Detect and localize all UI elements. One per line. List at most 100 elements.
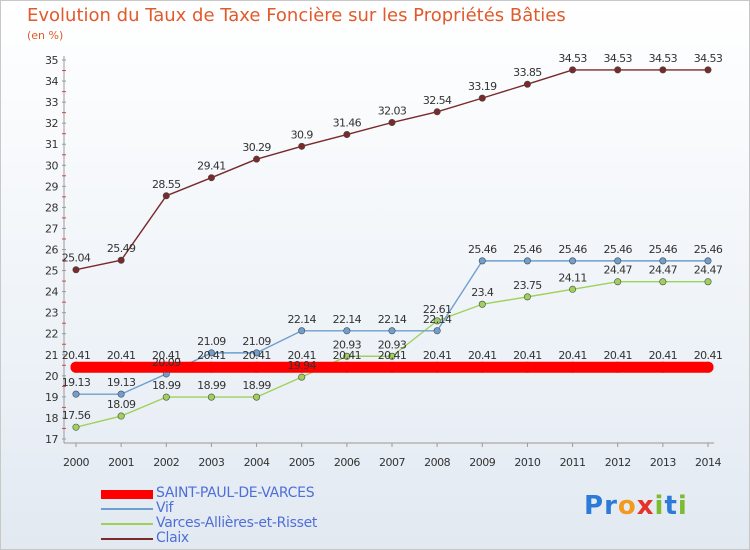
y-tick-label: 33 [45, 96, 58, 109]
logo-letter: x [636, 491, 655, 521]
data-point-3 [388, 119, 396, 127]
logo-letter: o [617, 491, 637, 521]
data-label-1: 22.14 [287, 313, 316, 326]
data-label-1: 25.46 [603, 243, 632, 256]
data-point-0 [160, 361, 172, 373]
data-label-2: 18.99 [152, 379, 181, 392]
y-tick-label: 30 [45, 159, 58, 172]
y-tick-label: 35 [45, 54, 58, 67]
y-tick-label: 26 [45, 244, 58, 257]
y-tick-label: 25 [45, 265, 58, 278]
data-point-1 [253, 349, 261, 357]
data-point-0 [115, 361, 127, 373]
data-point-3 [117, 256, 125, 264]
data-point-1 [478, 257, 486, 265]
data-label-1: 19.13 [62, 376, 91, 389]
data-label-0: 20.41 [287, 349, 316, 362]
data-point-0 [341, 361, 353, 373]
data-point-3 [478, 94, 486, 102]
data-point-1 [72, 390, 80, 398]
x-tick-label: 2000 [63, 456, 89, 469]
data-point-1 [343, 327, 351, 335]
proxiti-logo: Proxiti [584, 491, 688, 521]
data-point-2 [523, 293, 531, 301]
y-tick-label: 29 [45, 180, 58, 193]
x-tick-label: 2002 [153, 456, 179, 469]
data-label-0: 20.41 [468, 349, 497, 362]
data-label-1: 22.14 [333, 313, 362, 326]
y-tick-label: 18 [45, 412, 58, 425]
x-tick-label: 2013 [650, 456, 676, 469]
data-point-2 [614, 278, 622, 286]
x-tick-label: 2007 [379, 456, 405, 469]
data-point-3 [72, 266, 80, 274]
legend-label: Claix [156, 530, 189, 546]
data-label-2: 24.47 [694, 264, 723, 277]
data-point-2 [659, 278, 667, 286]
legend-swatch [101, 489, 153, 499]
x-tick-label: 2012 [605, 456, 631, 469]
data-label-1: 22.14 [423, 313, 452, 326]
data-label-0: 20.41 [649, 349, 678, 362]
data-label-2: 20.93 [333, 338, 362, 351]
data-point-2 [388, 352, 396, 360]
data-label-2: 24.47 [649, 264, 678, 277]
data-label-0: 20.41 [62, 349, 91, 362]
data-label-1: 22.14 [378, 313, 407, 326]
data-label-0: 20.41 [333, 349, 362, 362]
x-tick-label: 2009 [469, 456, 495, 469]
data-label-0: 20.41 [152, 349, 181, 362]
data-label-2: 18.09 [107, 398, 136, 411]
data-point-3 [569, 66, 577, 74]
series-points [70, 66, 714, 431]
data-label-0: 20.41 [242, 349, 271, 362]
data-label-3: 30.9 [291, 128, 314, 141]
data-point-0 [476, 361, 488, 373]
data-point-3 [343, 131, 351, 139]
x-tick-label: 2011 [560, 456, 586, 469]
data-label-3: 32.54 [423, 94, 452, 107]
data-point-2 [162, 393, 170, 401]
x-tick-label: 2001 [108, 456, 134, 469]
data-point-0 [702, 361, 714, 373]
data-label-1: 21.09 [242, 335, 271, 348]
data-point-3 [659, 66, 667, 74]
data-label-2: 23.75 [513, 279, 542, 292]
data-label-0: 20.41 [603, 349, 632, 362]
data-label-1: 21.09 [197, 335, 226, 348]
data-label-1: 25.46 [468, 243, 497, 256]
data-point-2 [704, 278, 712, 286]
data-point-2 [298, 373, 306, 381]
data-point-1 [298, 327, 306, 335]
data-label-3: 25.49 [107, 242, 136, 255]
axes: 17 18 19 20 21 22 23 24 25 26 27 28 29 30 31 32 33 34 35 20… [45, 54, 722, 469]
y-tick-label: 19 [45, 391, 58, 404]
legend-swatch [101, 508, 153, 510]
data-label-0: 20.41 [378, 349, 407, 362]
data-point-1 [704, 257, 712, 265]
data-label-3: 33.85 [513, 66, 542, 79]
data-label-2: 19.94 [287, 359, 316, 372]
data-point-1 [659, 257, 667, 265]
data-point-1 [614, 257, 622, 265]
data-point-1 [388, 327, 396, 335]
data-point-3 [704, 66, 712, 74]
x-tick-label: 2010 [514, 456, 540, 469]
data-labels: 20.41 20.41 20.41 20.41 20.41 20.41 20.41 20.41… [62, 52, 724, 422]
data-label-2: 23.4 [471, 286, 494, 299]
data-label-3: 33.19 [468, 80, 497, 93]
data-point-3 [162, 192, 170, 200]
data-point-2 [72, 423, 80, 431]
y-axis-unit-label: (en %) [27, 29, 64, 42]
data-label-1: 20.09 [152, 356, 181, 369]
data-label-3: 34.53 [649, 52, 678, 65]
x-tick-label: 2005 [289, 456, 315, 469]
data-label-3: 34.53 [603, 52, 632, 65]
data-point-3 [614, 66, 622, 74]
data-point-0 [205, 361, 217, 373]
data-point-0 [521, 361, 533, 373]
data-point-0 [567, 361, 579, 373]
logo-letter: t [664, 491, 678, 521]
